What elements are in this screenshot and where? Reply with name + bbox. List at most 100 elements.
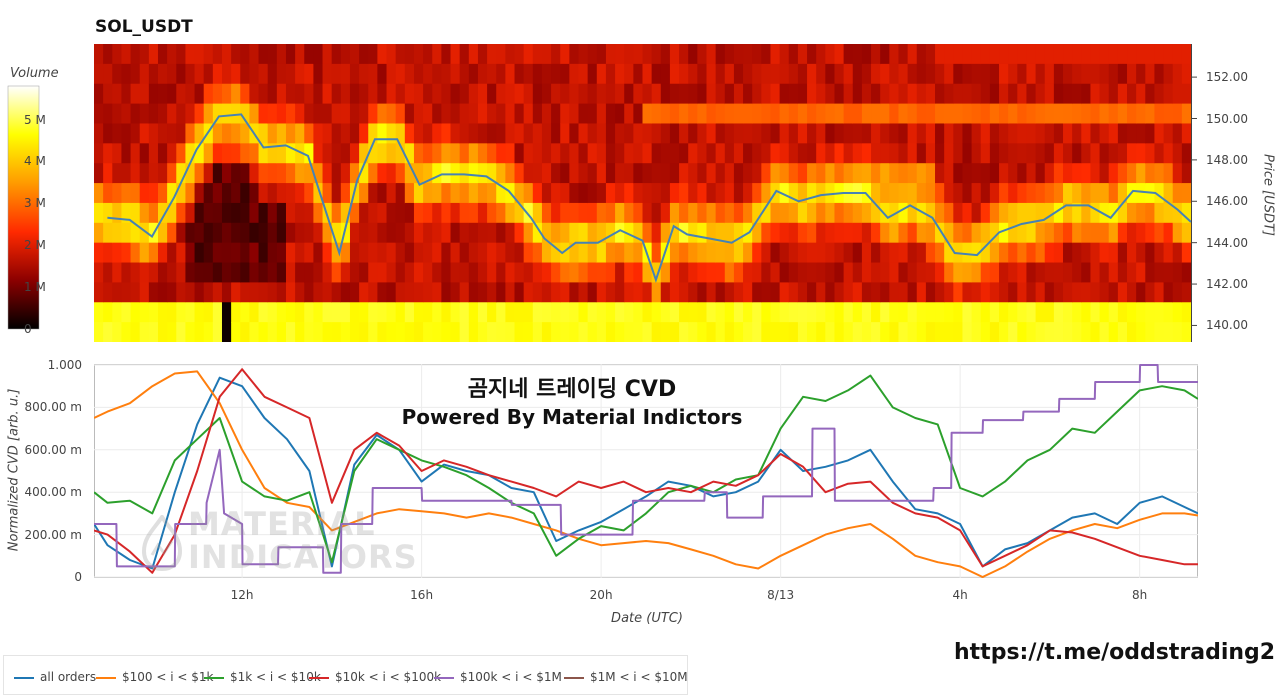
heatmap-cell — [1172, 262, 1183, 283]
heatmap-cell — [1099, 202, 1110, 224]
heatmap-cell — [94, 44, 104, 65]
heatmap-cell — [1154, 163, 1165, 184]
heatmap-cell — [551, 123, 561, 144]
heatmap-cell — [103, 44, 113, 65]
heatmap-cell — [807, 262, 817, 283]
heatmap-cell — [724, 123, 735, 144]
heatmap-cell — [432, 44, 442, 65]
heatmap-cell — [477, 322, 488, 342]
heatmap-cell — [605, 83, 616, 105]
legend-item[interactable]: $100 < i < $1k — [96, 670, 213, 684]
cvd-series-line — [94, 370, 1198, 578]
legend-item[interactable]: all orders — [14, 670, 96, 684]
heatmap-cell — [1008, 302, 1018, 323]
heatmap-cell — [541, 202, 552, 224]
heatmap-cell — [825, 44, 836, 65]
heatmap-cell — [660, 202, 671, 224]
heatmap-cell — [1044, 123, 1055, 144]
heatmap-cell — [1154, 183, 1165, 204]
heatmap-cell — [1044, 63, 1055, 85]
legend-label: $10k < i < $100k — [335, 670, 442, 684]
heatmap-cell — [176, 262, 187, 283]
heatmap-cell — [743, 183, 753, 204]
heatmap-cell — [441, 143, 452, 164]
heatmap-cell — [633, 103, 644, 125]
heatmap-cell — [514, 44, 525, 65]
heatmap-cell — [313, 282, 324, 303]
heatmap-cell — [231, 202, 241, 224]
heatmap-cell — [212, 143, 223, 164]
heatmap-cell — [898, 302, 909, 323]
legend-item[interactable]: $10k < i < $100k — [309, 670, 441, 684]
heatmap-cell — [267, 163, 278, 184]
heatmap-cell — [377, 183, 388, 204]
heatmap-cell — [788, 302, 799, 323]
heatmap-cell — [560, 262, 570, 283]
heatmap-cell — [1044, 262, 1055, 283]
heatmap-cell — [816, 103, 826, 125]
heatmap-cell — [1172, 322, 1183, 342]
heatmap-cell — [130, 282, 141, 303]
heatmap-cell — [221, 262, 232, 283]
heatmap-cell — [340, 302, 351, 323]
heatmap-cell — [660, 63, 671, 85]
heatmap-cell — [907, 123, 918, 144]
heatmap-cell — [276, 282, 287, 303]
heatmap-cell — [596, 202, 607, 224]
heatmap-cell — [807, 83, 817, 105]
heatmap-cell — [203, 83, 214, 105]
heatmap-cell — [633, 262, 644, 283]
heatmap-cell — [1154, 143, 1165, 164]
heatmap-cell — [368, 202, 378, 224]
heatmap-cell — [194, 282, 205, 303]
heatmap-cell — [587, 123, 598, 144]
heatmap-cell — [569, 163, 580, 184]
legend-swatch — [434, 676, 454, 679]
heatmap-cell — [1081, 222, 1092, 244]
colorbar-tick-label: 5 M — [24, 112, 46, 127]
heatmap-cell — [1117, 143, 1128, 164]
heatmap-cell — [779, 163, 790, 184]
heatmap-cell — [706, 103, 717, 125]
heatmap-cell — [925, 63, 936, 85]
heatmap-cell — [395, 163, 406, 184]
heatmap-cell — [212, 44, 223, 65]
heatmap-cell — [1172, 163, 1183, 184]
telegram-link[interactable]: https://t.me/oddstrading2 — [954, 640, 1276, 665]
price-tick-label: 150.00 — [1206, 111, 1248, 126]
heatmap-cell — [377, 302, 388, 323]
heatmap-cell — [1017, 282, 1028, 303]
heatmap-cell — [359, 143, 369, 164]
heatmap-cell — [459, 222, 470, 244]
heatmap-cell — [843, 123, 854, 144]
heatmap-cell — [395, 44, 406, 65]
heatmap-cell — [413, 282, 424, 303]
heatmap-cell — [807, 302, 817, 323]
heatmap-cell — [724, 63, 735, 85]
heatmap-cell — [1127, 302, 1137, 323]
heatmap-cell — [605, 44, 616, 65]
heatmap-cell — [285, 322, 296, 342]
legend-item[interactable]: $1k < i < $10k — [204, 670, 321, 684]
heatmap-cell — [377, 222, 388, 244]
heatmap-cell — [907, 103, 918, 125]
heatmap-cell — [176, 143, 187, 164]
heatmap-cell — [121, 143, 132, 164]
heatmap-cell — [1053, 63, 1064, 85]
heatmap-cell — [1172, 44, 1183, 65]
legend-item[interactable]: $100k < i < $1M — [434, 670, 562, 684]
heatmap-cell — [560, 63, 570, 85]
heatmap-cell — [377, 103, 388, 125]
heatmap-cell — [404, 242, 415, 264]
heatmap-cell — [359, 63, 369, 85]
heatmap-cell — [715, 322, 726, 342]
heatmap-cell — [596, 282, 607, 303]
heatmap-cell — [477, 302, 488, 323]
heatmap-cell — [94, 242, 104, 264]
heatmap-cell — [413, 183, 424, 204]
heatmap-cell — [1099, 322, 1110, 342]
heatmap-cell — [852, 143, 863, 164]
heatmap-cell — [916, 202, 927, 224]
heatmap-cell — [1154, 222, 1165, 244]
legend-item[interactable]: $1M < i < $10M — [564, 670, 688, 684]
